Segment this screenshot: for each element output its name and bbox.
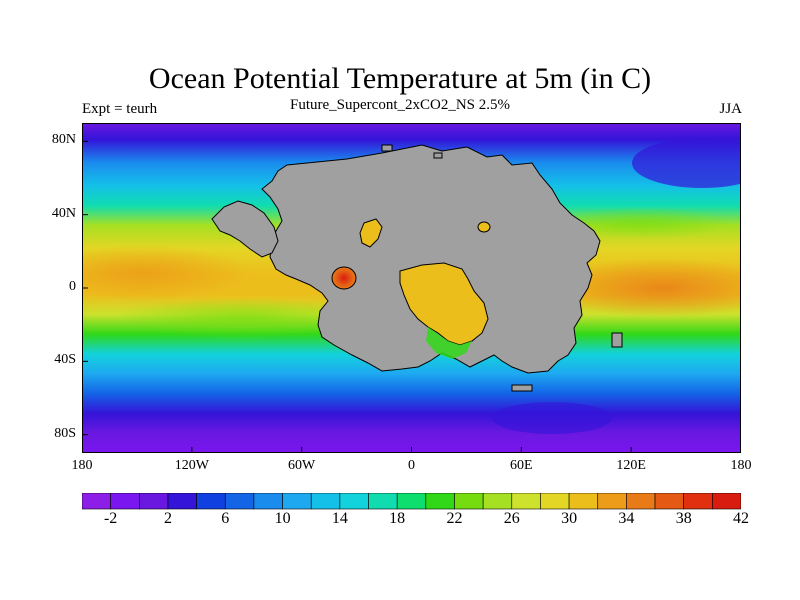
colorbar-swatch	[540, 493, 570, 510]
colorbar-swatch	[712, 493, 741, 510]
inland-sea-hot	[331, 266, 357, 290]
colorbar-swatch	[396, 493, 427, 510]
island-south	[511, 384, 533, 392]
island-north-1	[381, 144, 393, 152]
colorbar-swatch	[568, 493, 599, 510]
inland-lake-east	[477, 221, 491, 233]
colorbar-tick-label: 14	[331, 510, 348, 527]
green-band-north	[552, 207, 732, 239]
x-tick-label: 60W	[288, 458, 316, 473]
colorbar-tick-label: -2	[103, 510, 118, 527]
gulf-green-south	[426, 327, 472, 359]
map-svg	[82, 123, 741, 453]
colorbar-swatch	[626, 493, 656, 510]
chart-subtitle: Future_Supercont_2xCO2_NS 2.5%	[290, 97, 510, 113]
island-east	[611, 332, 623, 348]
colorbar-tick-label: 10	[274, 510, 291, 527]
inland-sea-north	[359, 218, 383, 248]
colorbar-swatch	[139, 493, 169, 510]
y-tick-label: 40S	[54, 352, 76, 368]
temperature-map	[82, 123, 741, 453]
warm-pool-west	[82, 245, 252, 301]
colorbar-tick-label: 22	[446, 510, 463, 527]
colorbar-swatch	[310, 493, 341, 510]
colorbar-tick-label: 42	[733, 510, 749, 527]
cold-pool-south	[492, 402, 612, 434]
colorbar-tick-label: 6	[221, 510, 230, 527]
colorbar-swatch	[454, 493, 484, 510]
y-tick-label: 0	[69, 279, 76, 294]
y-tick-label: 80S	[54, 425, 76, 441]
colorbar-swatch	[167, 493, 197, 510]
cold-pool-north	[632, 138, 741, 188]
colorbar-swatch	[683, 493, 713, 510]
colorbar-tick-label: 30	[561, 510, 578, 527]
supercontinent-land	[261, 144, 601, 374]
x-tick-label: 0	[408, 458, 415, 473]
colorbar-swatch	[425, 493, 455, 510]
colorbar-swatch	[82, 493, 111, 510]
colorbar-swatch	[339, 493, 369, 510]
colorbar-swatch	[482, 493, 513, 510]
colorbar-swatch	[110, 493, 140, 510]
x-tick-label: 60E	[510, 458, 533, 473]
island-north-2	[433, 152, 443, 159]
x-tick-label: 180	[71, 458, 93, 473]
season-label: JJA	[719, 101, 742, 117]
colorbar-swatch	[224, 493, 255, 510]
western-peninsula	[211, 200, 279, 258]
colorbar	[82, 493, 741, 510]
colorbar-swatch	[196, 493, 226, 510]
x-tick-label: 120W	[174, 458, 209, 473]
colorbar-tick-label: 26	[503, 510, 520, 527]
colorbar-tick-label: 18	[389, 510, 406, 527]
x-tick-label: 180	[730, 458, 752, 473]
map-tickmarks	[82, 140, 741, 453]
colorbar-swatch	[282, 493, 312, 510]
colorbar-tick-label: 34	[618, 510, 635, 527]
colorbar-tick-label: 38	[675, 510, 692, 527]
colorbar-swatch	[253, 493, 283, 510]
green-band-south	[112, 298, 372, 338]
y-tick-label: 40N	[51, 205, 76, 221]
colorbar-swatch	[368, 493, 398, 510]
y-tick-label: 80N	[51, 132, 76, 148]
colorbar-swatch	[654, 493, 684, 510]
colorbar-swatch	[597, 493, 627, 510]
experiment-label: Expt = teurh	[82, 101, 158, 117]
colorbar-swatch	[511, 493, 541, 510]
x-tick-label: 120E	[616, 458, 646, 473]
warm-pool-east	[542, 258, 741, 318]
colorbar-tick-label: 2	[163, 510, 172, 527]
chart-title: Ocean Potential Temperature at 5m (in C)	[148, 62, 652, 95]
